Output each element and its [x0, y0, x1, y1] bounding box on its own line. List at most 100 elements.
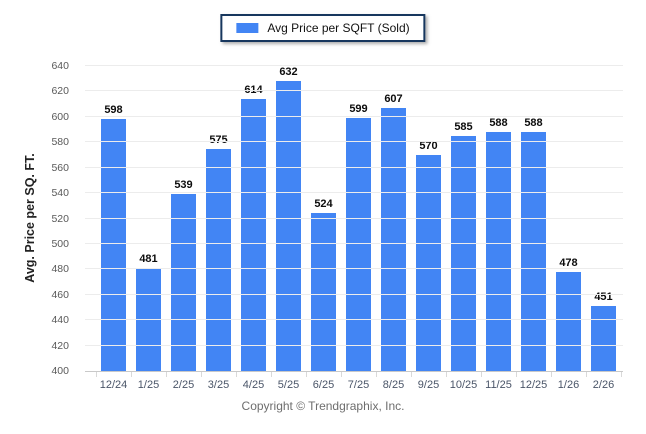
bar-column: 607 8/25 [376, 66, 411, 391]
bars-row: 598 12/24 481 1/25 539 2/25 575 3/25 614 4/25 632 5… [96, 66, 621, 391]
gridline [85, 166, 623, 168]
y-tick-label: 420 [51, 339, 69, 352]
bar-column: 575 3/25 [201, 66, 236, 391]
bar-column: 588 11/25 [481, 66, 516, 391]
x-axis-tick [271, 372, 272, 377]
legend-swatch [236, 23, 259, 33]
bar-value-label: 585 [454, 120, 473, 133]
legend-label: Avg Price per SQFT (Sold) [267, 21, 410, 35]
bar-column: 524 6/25 [306, 66, 341, 391]
y-tick-label: 480 [51, 263, 69, 276]
x-axis-tick [201, 372, 202, 377]
x-axis-tick [376, 372, 377, 377]
x-axis-tick [551, 372, 552, 377]
x-tick-label: 1/26 [557, 379, 580, 391]
bar-value-label: 607 [384, 92, 403, 105]
x-axis-tick [621, 372, 622, 377]
y-tick-label: 580 [51, 136, 69, 149]
bar [311, 213, 336, 371]
y-tick-label: 400 [51, 365, 69, 377]
x-tick-label: 2/25 [172, 379, 195, 391]
bar [171, 194, 196, 371]
gridline [85, 141, 623, 143]
bar [521, 132, 546, 371]
x-axis-tick [411, 372, 412, 377]
bar-value-label: 481 [139, 253, 158, 266]
x-tick-label: 2/26 [592, 379, 615, 391]
x-tick-label: 1/25 [137, 379, 160, 391]
bar [276, 81, 301, 371]
bar [346, 118, 371, 371]
bar [556, 271, 581, 371]
bar-column: 539 2/25 [166, 66, 201, 391]
bar [486, 132, 511, 371]
bar-value-label: 632 [279, 66, 298, 78]
x-tick-label: 6/25 [312, 379, 335, 391]
x-tick-label: 5/25 [277, 379, 300, 391]
gridline [85, 115, 623, 117]
x-tick-label: 10/25 [449, 379, 478, 391]
x-axis-tick [481, 372, 482, 377]
x-axis-tick [236, 372, 237, 377]
bar-value-label: 598 [104, 104, 123, 117]
bar-column: 585 10/25 [446, 66, 481, 391]
bar-value-label: 478 [559, 256, 578, 269]
bar-column: 570 9/25 [411, 66, 446, 391]
x-tick-label: 12/25 [519, 379, 548, 391]
y-tick-label: 520 [51, 212, 69, 225]
x-axis-tick [96, 372, 97, 377]
bar-column: 588 12/25 [516, 66, 551, 391]
bar-column: 632 5/25 [271, 66, 306, 391]
y-tick-label: 440 [51, 314, 69, 327]
y-tick-label: 620 [51, 85, 69, 98]
x-tick-label: 12/24 [99, 379, 128, 391]
bar-value-label: 588 [489, 117, 508, 130]
x-tick-label: 9/25 [417, 379, 440, 391]
gridline [85, 344, 623, 346]
x-tick-label: 11/25 [485, 379, 512, 391]
bar [591, 306, 616, 371]
x-axis-tick [446, 372, 447, 377]
x-axis-tick [166, 372, 167, 377]
x-axis-tick [341, 372, 342, 377]
y-axis-tick-labels: 400 420 440 460 480 500 520 540 560 580 600 620 640 [0, 60, 77, 377]
bar-value-label: 539 [174, 179, 193, 192]
copyright-text: Copyright © Trendgraphix, Inc. [241, 399, 405, 413]
x-tick-label: 8/25 [382, 379, 405, 391]
gridline [85, 65, 623, 66]
bar-column: 614 4/25 [236, 66, 271, 391]
bar-column: 451 2/26 [586, 66, 621, 391]
bar [241, 99, 266, 371]
bar-column: 598 12/24 [96, 66, 131, 391]
bar-value-label: 588 [524, 117, 543, 130]
bar [416, 154, 441, 371]
bar-value-label: 575 [209, 133, 228, 146]
x-tick-label: 4/25 [242, 379, 265, 391]
gridline [85, 192, 623, 194]
gridline [85, 319, 623, 321]
gridline [85, 90, 623, 92]
bar-column: 481 1/25 [131, 66, 166, 391]
y-tick-label: 600 [51, 110, 69, 123]
y-tick-label: 640 [51, 60, 69, 72]
y-tick-label: 560 [51, 161, 69, 174]
gridline [85, 268, 623, 270]
gridline [85, 293, 623, 295]
y-tick-label: 460 [51, 288, 69, 301]
gridline [85, 242, 623, 244]
gridline [85, 217, 623, 219]
bar-value-label: 570 [419, 139, 438, 152]
x-axis-tick [586, 372, 587, 377]
x-tick-label: 7/25 [347, 379, 370, 391]
bar [451, 135, 476, 371]
legend: Avg Price per SQFT (Sold) [220, 14, 426, 42]
x-axis-tick [306, 372, 307, 377]
x-axis-tick [131, 372, 132, 377]
y-tick-label: 540 [51, 187, 69, 200]
bar-column: 599 7/25 [341, 66, 376, 391]
bar [206, 148, 231, 371]
bar [381, 107, 406, 371]
bar-value-label: 599 [349, 103, 368, 116]
x-axis-tick [516, 372, 517, 377]
